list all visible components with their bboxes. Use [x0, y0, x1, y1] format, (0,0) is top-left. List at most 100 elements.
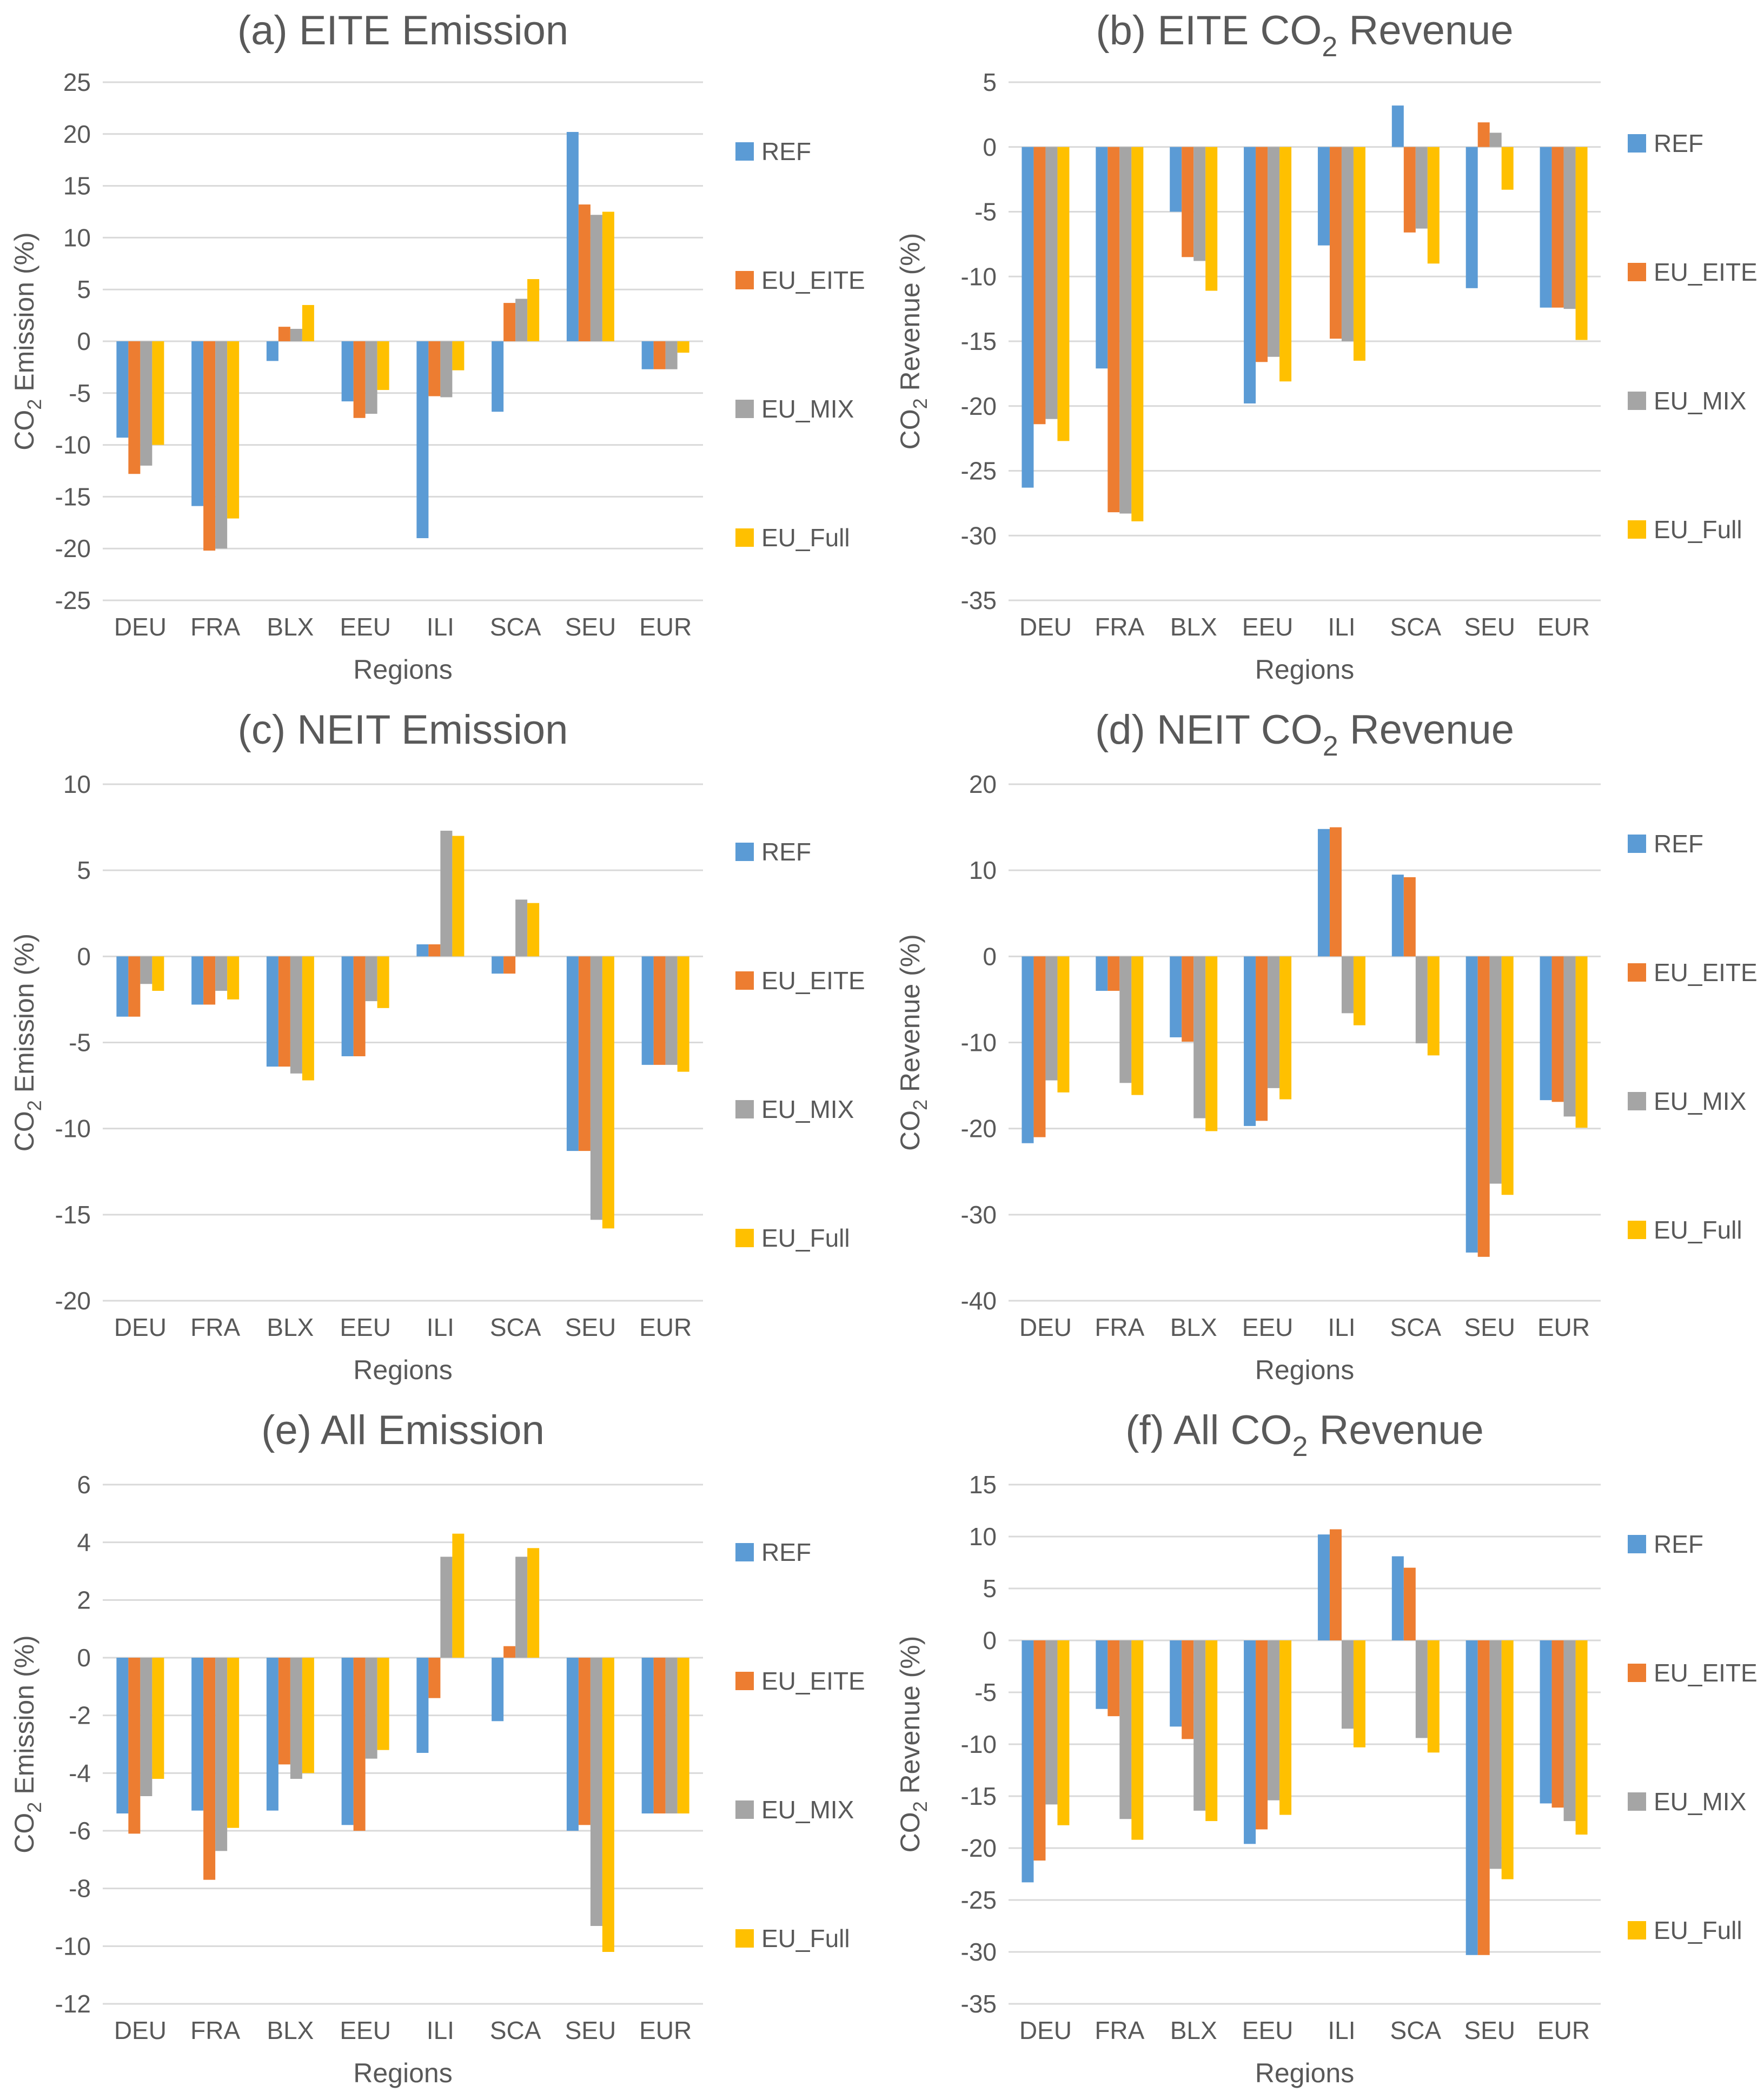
- bar-eu-eite-eur: [1551, 147, 1564, 308]
- legend-swatch-eu-mix: [1628, 1092, 1646, 1110]
- chart-title: (f) All CO2 Revenue: [1125, 1407, 1484, 1462]
- bar-eu-full-blx: [1205, 956, 1218, 1131]
- legend-label: REF: [1654, 830, 1703, 858]
- x-axis-label: Regions: [353, 2058, 452, 2088]
- bar-eu-eite-eur: [1551, 956, 1564, 1102]
- chart-panel-2: (b) EITE CO2 Revenue -35 -30 -25 -20 -15 -10 -5…: [895, 8, 1758, 685]
- legend-label: REF: [1654, 129, 1703, 157]
- bar-eu-mix-fra: [1119, 956, 1132, 1083]
- bar-eu-full-sca: [1427, 956, 1440, 1056]
- legend-label: EU_Full: [1654, 1216, 1742, 1244]
- bar-eu-eite-eeu: [1256, 147, 1268, 362]
- bar-eu-eite-sca: [503, 956, 516, 974]
- bar-eu-mix-ili: [1341, 147, 1354, 341]
- bar-eu-mix-deu: [140, 956, 152, 984]
- chart-panel-5: (e) All Emission -12 -10 -8 -6 -4 -2 0 2 4 6 DEU FRA…: [9, 1407, 865, 2088]
- bar-eu-mix-eeu: [365, 956, 377, 1002]
- bar-ref-sca: [492, 956, 504, 974]
- x-axis-label: Regions: [353, 1355, 452, 1385]
- y-tick-label: 5: [77, 275, 91, 303]
- legend-swatch-eu-full: [735, 528, 754, 547]
- y-tick-label: -10: [961, 1730, 997, 1758]
- bar-eu-mix-eur: [1563, 147, 1576, 309]
- y-tick-label: -2: [69, 1702, 91, 1730]
- legend-label: EU_Full: [1654, 515, 1742, 544]
- bar-ref-fra: [191, 1658, 204, 1811]
- bar-eu-mix-ili: [440, 1557, 453, 1658]
- bar-eu-mix-seu: [590, 1658, 602, 1926]
- x-tick-label: SCA: [490, 2016, 541, 2044]
- legend-label: EU_EITE: [1654, 258, 1758, 286]
- bar-eu-full-eeu: [1279, 1640, 1292, 1815]
- x-tick-label: ILI: [427, 1313, 454, 1341]
- legend-label: EU_Full: [761, 524, 850, 552]
- bar-eu-mix-fra: [1119, 147, 1132, 514]
- y-tick-label: 0: [983, 133, 997, 161]
- y-tick-label: 0: [77, 942, 91, 970]
- bar-eu-eite-sca: [1403, 147, 1416, 233]
- bar-eu-mix-sca: [1415, 147, 1428, 229]
- chart-panel-6: (f) All CO2 Revenue -35 -30 -25 -20 -15 -10 -5 0…: [895, 1407, 1758, 2088]
- bar-eu-full-seu: [1501, 956, 1514, 1195]
- legend-label: REF: [761, 1538, 811, 1566]
- bar-eu-eite-blx: [1182, 147, 1194, 257]
- bar-eu-eite-eeu: [353, 341, 366, 418]
- x-tick-label: DEU: [1019, 613, 1072, 641]
- y-axis-label: CO2 Revenue (%): [895, 1636, 931, 1853]
- x-tick-label: ILI: [1328, 1313, 1355, 1341]
- y-tick-label: 0: [983, 942, 997, 970]
- bar-ref-sca: [1391, 1556, 1404, 1640]
- x-tick-label: EEU: [340, 613, 391, 641]
- y-axis-label: CO2 Revenue (%): [895, 233, 931, 450]
- bar-eu-full-eur: [1575, 956, 1588, 1128]
- bar-eu-eite-deu: [1033, 1640, 1046, 1861]
- bar-ref-eeu: [1244, 956, 1256, 1126]
- x-tick-label: FRA: [1095, 1313, 1144, 1341]
- bar-ref-seu: [566, 131, 579, 341]
- y-tick-label: -12: [55, 1990, 91, 2018]
- bar-eu-full-eur: [677, 341, 689, 353]
- bar-eu-eite-eeu: [1256, 956, 1268, 1121]
- y-tick-label: -10: [55, 1115, 91, 1143]
- bar-ref-deu: [116, 956, 129, 1017]
- x-tick-label: DEU: [1019, 2016, 1072, 2044]
- chart-title: (a) EITE Emission: [237, 8, 568, 54]
- legend-swatch-eu-full: [735, 1229, 754, 1247]
- bar-eu-mix-seu: [590, 956, 602, 1220]
- bar-eu-mix-ili: [1341, 956, 1354, 1014]
- bar-eu-mix-seu: [1489, 956, 1502, 1184]
- bar-eu-mix-sca: [1415, 1640, 1428, 1738]
- bar-eu-full-sca: [1427, 147, 1440, 264]
- x-tick-label: EEU: [1242, 2016, 1294, 2044]
- bar-eu-full-deu: [152, 1658, 164, 1779]
- y-tick-label: -30: [961, 1201, 997, 1229]
- x-tick-label: ILI: [427, 613, 454, 641]
- bar-eu-full-ili: [1353, 147, 1365, 361]
- x-tick-label: EUR: [639, 1313, 692, 1341]
- chart-panel-1: (a) EITE Emission -25 -20 -15 -10 -5 0 5 10 15 20 2…: [9, 8, 865, 685]
- bar-eu-full-eeu: [377, 341, 389, 390]
- x-tick-label: SEU: [565, 613, 616, 641]
- bar-eu-full-sca: [527, 279, 540, 341]
- y-tick-label: -15: [55, 482, 91, 511]
- legend-swatch-eu-full: [735, 1929, 754, 1948]
- x-tick-label: FRA: [190, 613, 240, 641]
- x-tick-label: SEU: [1464, 1313, 1515, 1341]
- bar-ref-deu: [1022, 1640, 1034, 1883]
- bar-ref-fra: [1096, 1640, 1108, 1709]
- bar-ref-ili: [416, 944, 429, 957]
- bar-eu-mix-eur: [665, 956, 678, 1065]
- legend-swatch-ref: [1628, 134, 1646, 153]
- y-tick-label: -20: [55, 534, 91, 562]
- bar-eu-eite-deu: [1033, 147, 1046, 425]
- x-tick-label: EEU: [340, 1313, 391, 1341]
- bar-ref-seu: [1465, 147, 1478, 288]
- bar-eu-eite-fra: [1108, 147, 1120, 513]
- bar-ref-eur: [641, 341, 654, 369]
- legend-swatch-eu-mix: [735, 1100, 754, 1118]
- bar-eu-mix-fra: [215, 341, 228, 549]
- chart-title: (e) All Emission: [261, 1407, 545, 1453]
- bar-eu-eite-sca: [1403, 1567, 1416, 1640]
